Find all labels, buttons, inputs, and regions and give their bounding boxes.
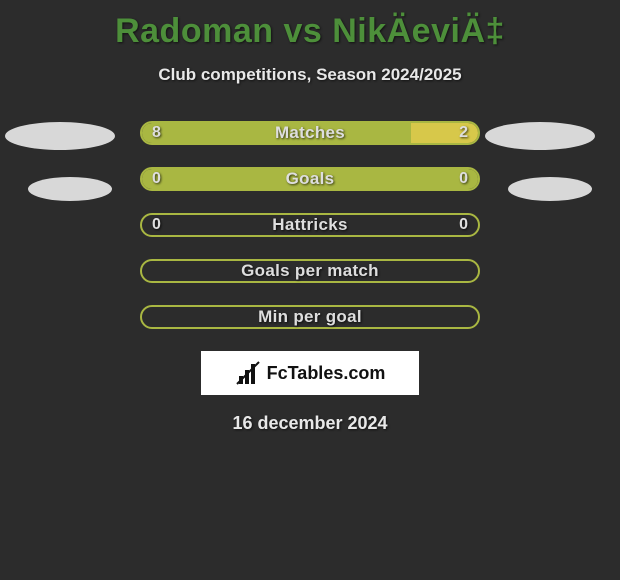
bars-icon [235,360,261,386]
avatar-disc [5,122,115,150]
stat-rows: Matches82Goals00Hattricks00Goals per mat… [0,121,620,329]
stat-row: Min per goal [140,305,480,329]
stat-value-left: 8 [152,121,161,145]
stat-row: Goals0 0 [140,167,480,191]
avatar-disc [28,177,112,201]
date-label: 16 december 2024 [0,413,620,434]
stat-label: Hattricks [140,213,480,237]
stat-value-left: 0 [152,213,161,237]
subtitle: Club competitions, Season 2024/2025 [0,65,620,85]
avatar-disc [508,177,592,201]
stat-value-right: 0 [459,213,468,237]
stat-value-right: 0 [459,167,468,191]
stat-row: Hattricks0 0 [140,213,480,237]
stat-label: Matches [140,121,480,145]
logo-text: FcTables.com [267,363,386,384]
stat-label: Min per goal [140,305,480,329]
stat-label: Goals [140,167,480,191]
stat-row: Matches8 2 [140,121,480,145]
stat-label: Goals per match [140,259,480,283]
page-title: Radoman vs NikÄeviÄ‡ [0,0,620,51]
stat-value-right: 2 [459,121,468,145]
stat-row: Goals per match [140,259,480,283]
stat-value-left: 0 [152,167,161,191]
avatar-disc [485,122,595,150]
fctables-logo: FcTables.com [201,351,419,395]
